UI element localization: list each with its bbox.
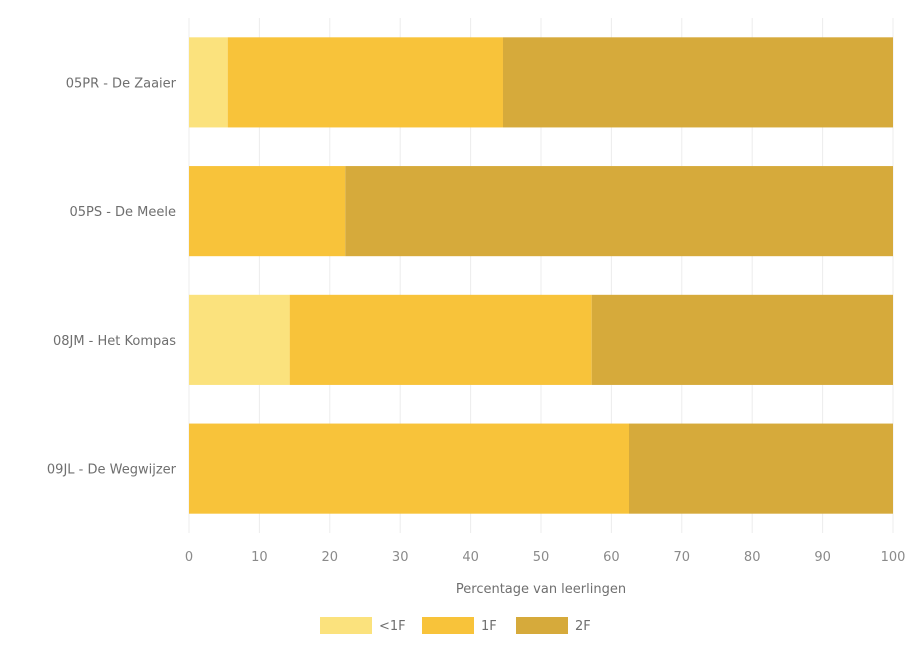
bar-segment [289, 294, 592, 385]
bar-segment [189, 37, 228, 128]
x-tick-label: 0 [185, 550, 193, 565]
legend-label: 1F [481, 619, 497, 634]
x-tick-label: 100 [881, 550, 906, 565]
x-tick-labels: 0 10 20 30 40 50 60 70 80 90 100 [185, 550, 906, 565]
category-labels: 05PR - De Zaaier 05PS - De Meele 08JM - He… [47, 76, 177, 477]
category-label: 05PS - De Meele [69, 205, 176, 220]
category-label: 08JM - Het Kompas [53, 334, 176, 349]
x-tick-label: 40 [462, 550, 479, 565]
category-label: 09JL - De Wegwijzer [47, 463, 177, 478]
x-tick-label: 70 [674, 550, 691, 565]
x-tick-label: 60 [603, 550, 620, 565]
x-tick-label: 50 [533, 550, 550, 565]
bar-segment [591, 294, 893, 385]
bar-segment [502, 37, 893, 128]
x-tick-label: 10 [251, 550, 268, 565]
legend-swatch [422, 617, 474, 634]
bars [189, 37, 894, 514]
legend-swatch [516, 617, 568, 634]
x-tick-label: 90 [814, 550, 831, 565]
category-label: 05PR - De Zaaier [66, 76, 177, 91]
x-tick-label: 80 [744, 550, 761, 565]
x-tick-label: 20 [322, 550, 339, 565]
bar-segment [227, 37, 503, 128]
x-axis-title: Percentage van leerlingen [456, 582, 626, 597]
legend: <1F 1F 2F [320, 617, 591, 634]
legend-label: 2F [575, 619, 591, 634]
legend-label: <1F [379, 619, 406, 634]
legend-swatch [320, 617, 372, 634]
bar-segment [189, 423, 629, 514]
bar-segment [345, 166, 894, 257]
bar-segment [629, 423, 893, 514]
bar-segment [189, 166, 346, 257]
x-tick-label: 30 [392, 550, 409, 565]
bar-segment [189, 294, 290, 385]
